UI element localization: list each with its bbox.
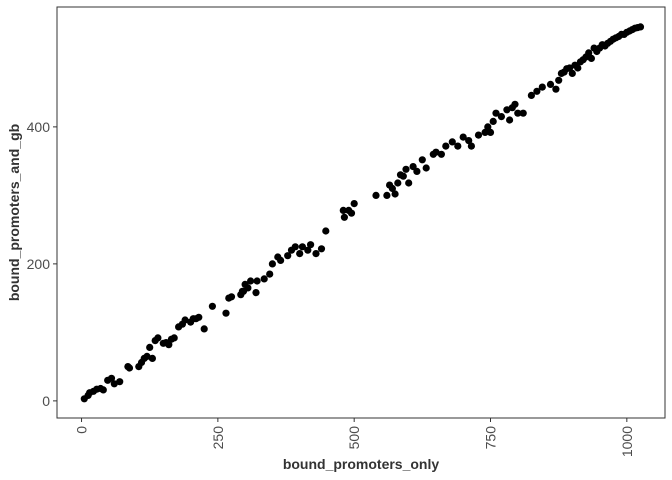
x-tick-label: 500 bbox=[346, 426, 362, 450]
data-point bbox=[448, 138, 456, 146]
data-point bbox=[252, 289, 260, 297]
data-point bbox=[566, 64, 574, 72]
data-point bbox=[146, 343, 154, 351]
data-point bbox=[208, 302, 216, 310]
data-point bbox=[497, 113, 505, 121]
data-point bbox=[636, 23, 645, 31]
y-tick-label: 200 bbox=[27, 256, 51, 272]
data-point bbox=[284, 252, 292, 260]
data-point bbox=[454, 142, 462, 150]
data-point bbox=[503, 106, 511, 114]
data-point bbox=[347, 209, 356, 217]
data-point bbox=[296, 250, 304, 258]
x-axis-title: bound_promoters_only bbox=[283, 456, 440, 472]
data-point bbox=[322, 227, 330, 235]
data-point bbox=[587, 54, 596, 63]
data-point bbox=[552, 85, 560, 93]
data-point bbox=[266, 270, 274, 278]
data-point bbox=[432, 148, 440, 156]
data-point bbox=[568, 69, 576, 77]
data-point bbox=[317, 245, 326, 253]
data-point bbox=[484, 123, 492, 131]
panel-border bbox=[56, 6, 666, 419]
data-point bbox=[99, 386, 107, 394]
data-point bbox=[165, 341, 173, 349]
data-point bbox=[394, 179, 402, 187]
data-point bbox=[399, 172, 407, 180]
y-axis-title: bound_promoters_and_gb bbox=[6, 124, 22, 301]
data-point bbox=[437, 150, 445, 158]
y-axis-ticks: 0 200 400 bbox=[27, 119, 57, 409]
data-point bbox=[555, 76, 563, 84]
data-point bbox=[260, 275, 268, 283]
data-point bbox=[253, 277, 261, 285]
data-point bbox=[402, 165, 410, 173]
data-point bbox=[538, 83, 546, 91]
data-point bbox=[125, 364, 134, 372]
data-point bbox=[409, 163, 417, 171]
data-point bbox=[527, 91, 536, 99]
data-point bbox=[467, 142, 475, 150]
data-point bbox=[422, 164, 430, 172]
data-point bbox=[383, 191, 391, 199]
data-point bbox=[307, 241, 315, 249]
points-layer bbox=[80, 23, 645, 403]
x-axis-ticks: 0 250 500 750 1000 bbox=[74, 418, 635, 457]
data-point bbox=[116, 378, 124, 386]
data-point bbox=[442, 142, 450, 150]
data-point bbox=[110, 380, 118, 388]
data-point bbox=[481, 128, 489, 136]
x-tick-label: 0 bbox=[74, 426, 90, 434]
data-point bbox=[107, 374, 116, 382]
data-point bbox=[489, 117, 497, 125]
data-point bbox=[291, 243, 299, 251]
data-point bbox=[143, 352, 151, 360]
data-point bbox=[465, 137, 473, 145]
data-point bbox=[304, 246, 312, 254]
data-point bbox=[405, 179, 413, 187]
data-point bbox=[372, 191, 380, 199]
data-point bbox=[574, 64, 582, 72]
data-point bbox=[181, 316, 189, 324]
y-tick-label: 0 bbox=[42, 393, 50, 409]
data-point bbox=[546, 80, 555, 88]
data-point bbox=[227, 293, 236, 301]
data-point bbox=[195, 313, 203, 321]
data-point bbox=[506, 116, 514, 124]
x-tick-label: 1000 bbox=[619, 426, 635, 457]
data-point bbox=[222, 309, 230, 317]
data-point bbox=[312, 250, 320, 258]
data-point bbox=[514, 109, 522, 117]
x-tick-label: 750 bbox=[483, 426, 499, 450]
data-point bbox=[585, 49, 593, 57]
data-point bbox=[388, 184, 396, 193]
data-point bbox=[148, 354, 156, 362]
x-tick-label: 250 bbox=[210, 426, 226, 450]
data-point bbox=[391, 190, 399, 198]
data-point bbox=[340, 213, 348, 221]
data-point bbox=[298, 243, 306, 251]
data-point bbox=[413, 167, 421, 175]
y-tick-label: 400 bbox=[27, 119, 51, 135]
data-point bbox=[519, 109, 527, 117]
data-point bbox=[459, 133, 467, 141]
data-point bbox=[474, 131, 483, 139]
data-point bbox=[200, 325, 208, 333]
data-point bbox=[486, 128, 495, 136]
data-point bbox=[533, 87, 541, 95]
data-point bbox=[511, 100, 519, 108]
data-point bbox=[492, 109, 500, 117]
data-point bbox=[244, 284, 252, 292]
data-point bbox=[154, 334, 162, 342]
data-point bbox=[247, 277, 255, 285]
data-point bbox=[268, 260, 276, 268]
data-point bbox=[339, 206, 347, 214]
data-point bbox=[170, 334, 178, 342]
data-point bbox=[418, 156, 426, 164]
data-point bbox=[350, 200, 358, 208]
data-point bbox=[277, 256, 285, 264]
